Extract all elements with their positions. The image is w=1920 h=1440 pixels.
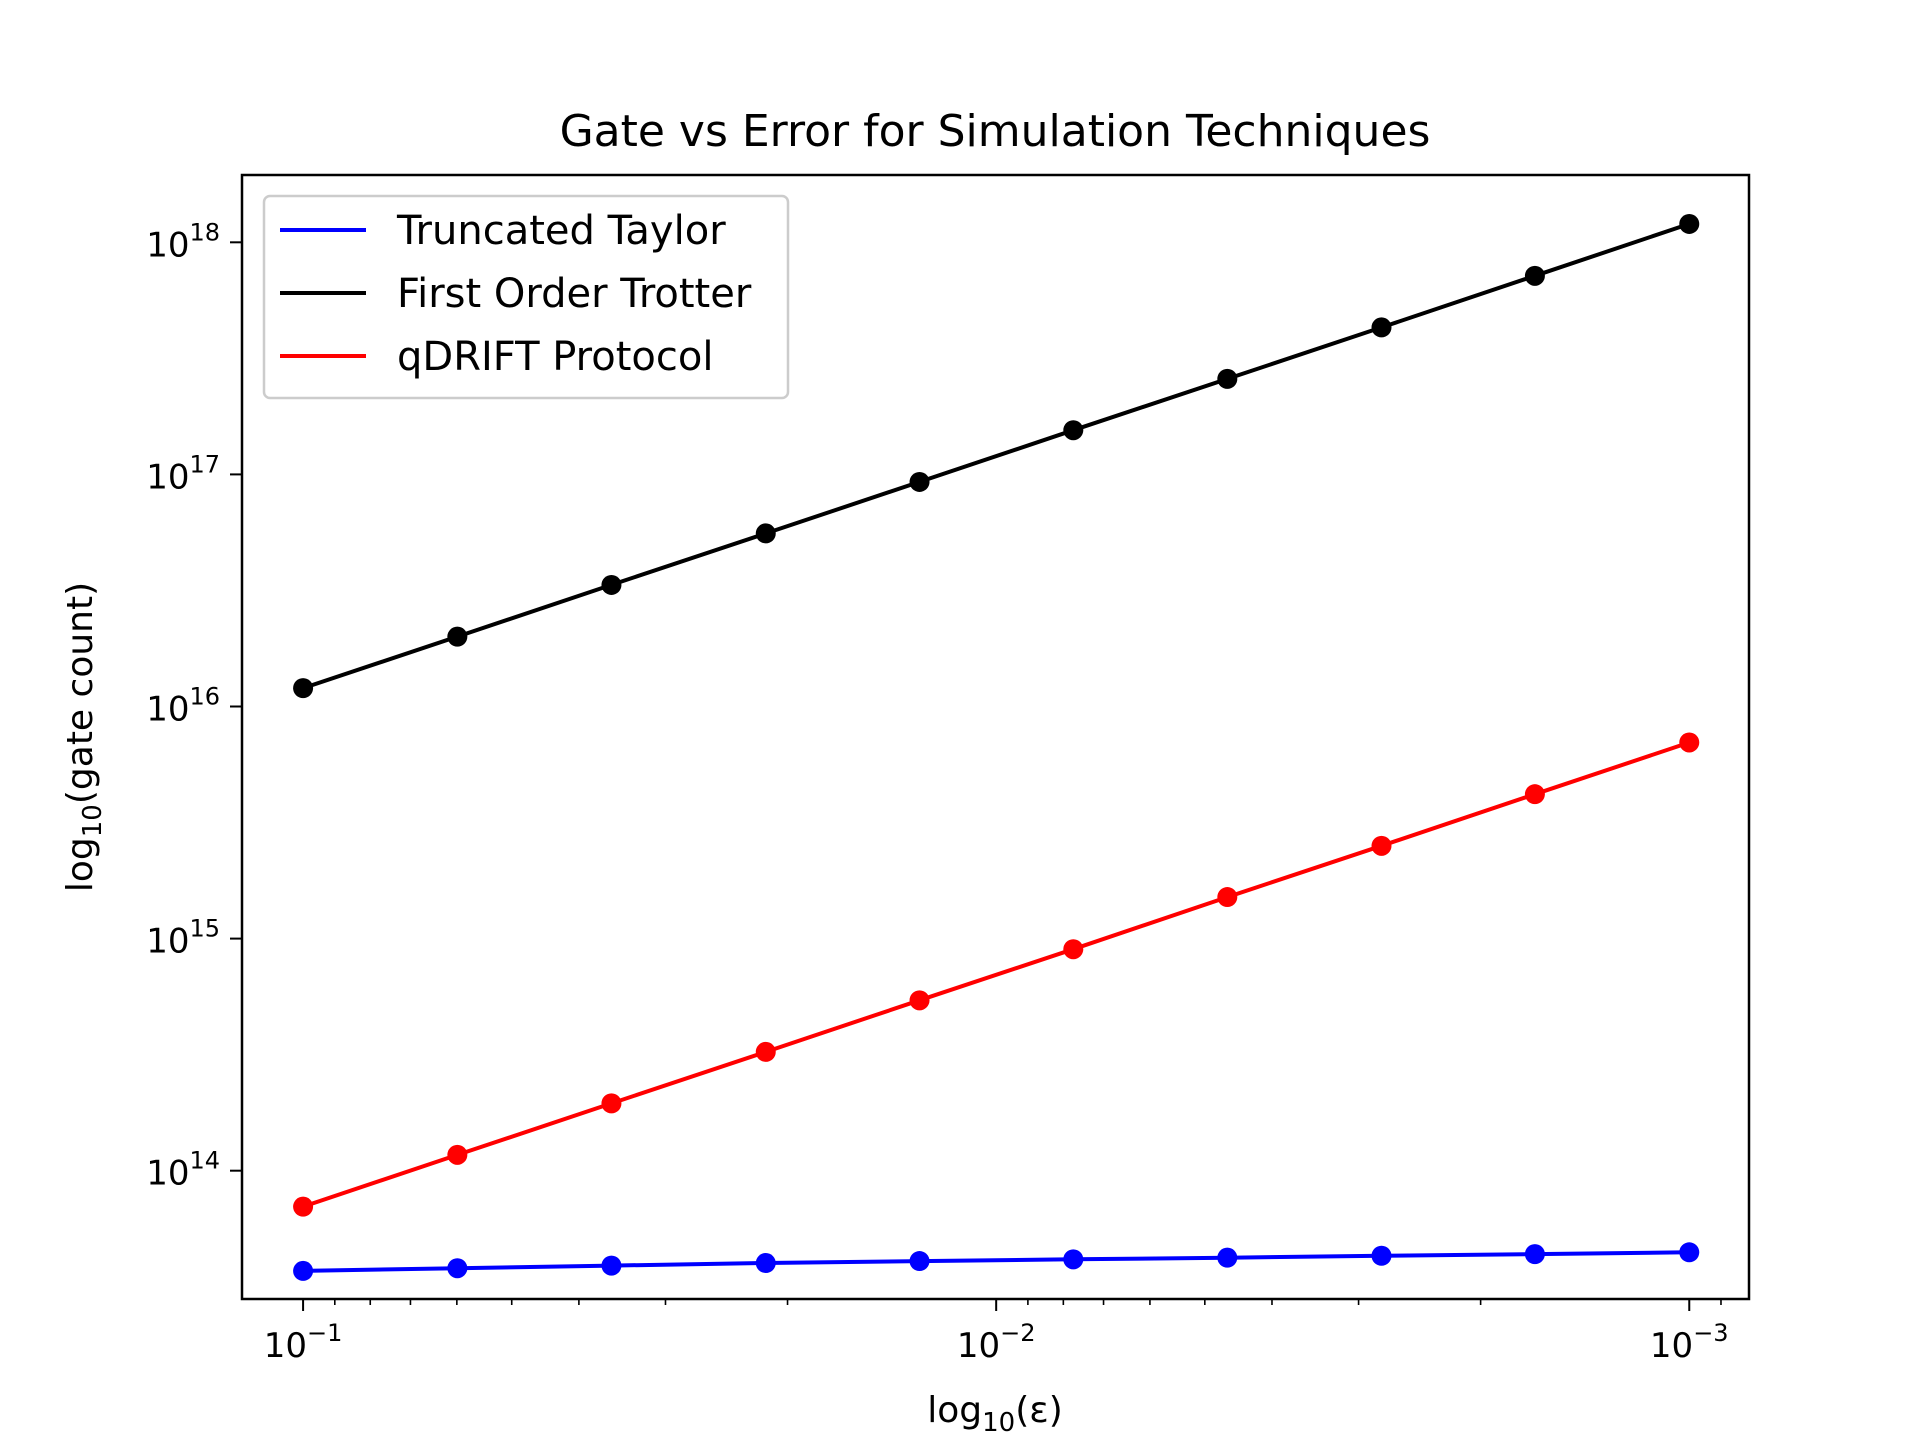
legend-label-0: Truncated Taylor	[396, 208, 726, 254]
y-tick-label-4: 1018	[146, 218, 220, 265]
legend-label-1: First Order Trotter	[397, 271, 752, 317]
data-point	[1524, 784, 1545, 805]
series-line-1	[302, 222, 1690, 690]
series-0	[293, 1242, 1700, 1281]
legend: Truncated Taylor First Order Trotter qDRIF…	[262, 194, 790, 400]
y-axis-label: log10(gate count)	[60, 582, 108, 892]
plot-frame	[240, 173, 1751, 1301]
x-axis: 10−1 10−2 10−3	[264, 1299, 1729, 1366]
data-point	[1371, 1245, 1392, 1266]
data-point	[1371, 317, 1392, 338]
data-point	[1063, 939, 1084, 960]
y-tick-label-0: 1014	[146, 1147, 220, 1194]
data-point	[1524, 265, 1545, 286]
data-point	[293, 1196, 314, 1217]
data-point	[601, 1255, 622, 1276]
data-point	[293, 678, 314, 699]
data-point	[909, 990, 930, 1011]
data-point	[1371, 835, 1392, 856]
data-point	[1217, 368, 1238, 389]
data-point	[1679, 732, 1700, 753]
series-layer	[293, 213, 1700, 1281]
y-axis: 1014 1015 1016 1017 1018	[146, 218, 242, 1194]
data-point	[1063, 420, 1084, 441]
x-tick-label-0: 10−1	[264, 1319, 343, 1366]
data-point	[1679, 213, 1700, 234]
legend-box	[262, 194, 790, 400]
x-axis-label: log10(ε)	[927, 1390, 1063, 1438]
x-tick-label-1: 10−2	[957, 1319, 1036, 1366]
data-point	[447, 1144, 468, 1165]
data-point	[755, 523, 776, 544]
legend-label-2: qDRIFT Protocol	[397, 334, 713, 380]
series-2	[293, 732, 1700, 1217]
data-point	[447, 1258, 468, 1279]
data-point	[1063, 1249, 1084, 1270]
data-point	[447, 626, 468, 647]
data-point	[1217, 887, 1238, 908]
y-tick-label-1: 1015	[146, 915, 220, 962]
data-point	[601, 574, 622, 595]
data-point	[1524, 1244, 1545, 1265]
series-line-0	[303, 1250, 1690, 1273]
y-tick-label-2: 1016	[146, 683, 220, 730]
data-point	[1217, 1247, 1238, 1268]
data-point	[909, 471, 930, 492]
data-point	[601, 1093, 622, 1114]
data-point	[909, 1251, 930, 1272]
series-line-2	[302, 740, 1690, 1209]
data-point	[293, 1260, 314, 1281]
x-tick-label-2: 10−3	[1650, 1319, 1729, 1366]
chart-title: Gate vs Error for Simulation Techniques	[560, 106, 1431, 157]
series-1	[293, 213, 1700, 699]
data-point	[1679, 1242, 1700, 1263]
data-point	[755, 1041, 776, 1062]
data-point	[755, 1253, 776, 1274]
y-tick-label-3: 1017	[146, 450, 220, 497]
